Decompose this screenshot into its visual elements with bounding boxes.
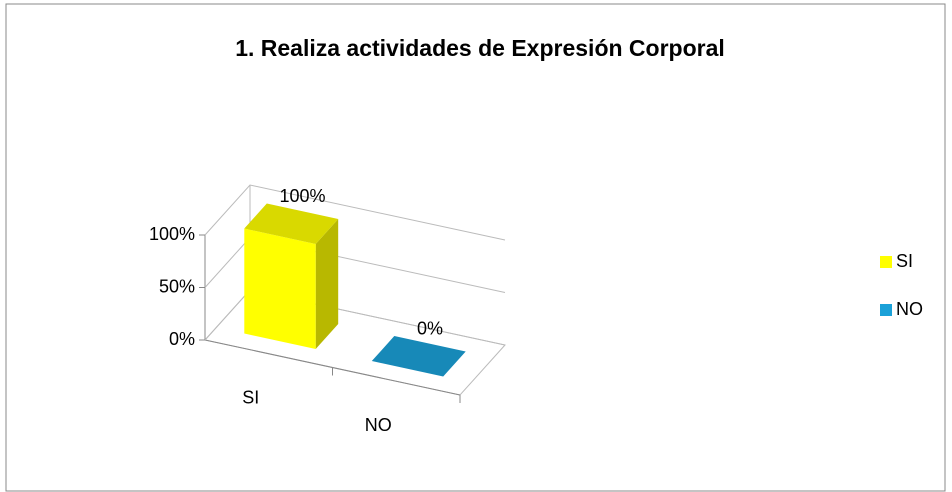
x-tick-label: NO — [365, 415, 392, 435]
value-label: 100% — [279, 186, 325, 206]
grid-line — [204, 184, 506, 241]
legend-swatch — [880, 304, 892, 316]
y-tick-label: 50% — [159, 276, 195, 296]
bar-top — [244, 203, 339, 244]
bar — [244, 228, 316, 349]
value-label: 0% — [417, 319, 443, 339]
bar-top — [371, 336, 466, 377]
y-tick-label: 0% — [169, 329, 195, 349]
x-tick-label: SI — [242, 388, 259, 408]
legend-label: SI — [896, 251, 913, 271]
chart-border — [5, 3, 946, 492]
chart-title: 1. Realiza actividades de Expresión Corp… — [235, 35, 725, 61]
y-tick-label: 100% — [149, 224, 195, 244]
bar-side — [315, 218, 339, 349]
legend-label: NO — [896, 299, 923, 319]
legend-swatch — [880, 256, 892, 268]
